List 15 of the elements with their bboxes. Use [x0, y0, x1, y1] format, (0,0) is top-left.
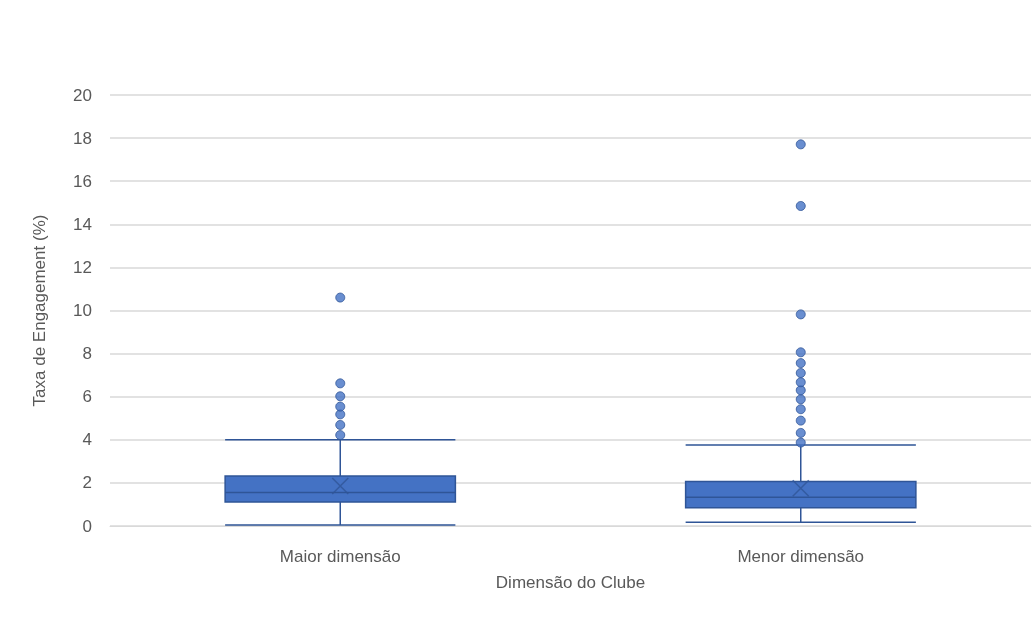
x-axis-title: Dimensão do Clube [495, 573, 646, 592]
y-tick-label: 10 [73, 301, 92, 320]
y-tick-label: 6 [82, 387, 92, 407]
y-tick-label: 20 [73, 85, 92, 105]
x-tick-label: Menor dimensão [737, 547, 865, 566]
y-tick-label: 18 [73, 128, 92, 148]
y-tick-label: 2 [82, 473, 92, 493]
x-tick-label: Maior dimensão [279, 547, 401, 566]
y-tick-label: 16 [73, 171, 92, 191]
y-tick-label: 14 [73, 214, 92, 234]
y-tick-label: 0 [82, 516, 92, 536]
y-tick-label: 12 [73, 257, 92, 277]
y-tick-label: 8 [82, 344, 92, 364]
y-tick-label: 4 [82, 430, 92, 450]
y-axis-title: Taxa de Engagement (%) [30, 214, 49, 407]
